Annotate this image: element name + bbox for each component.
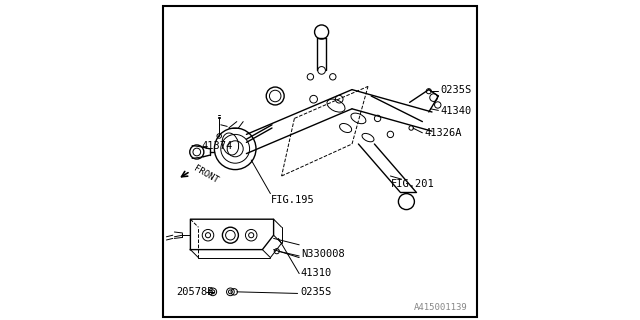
Text: FRONT: FRONT xyxy=(192,164,220,185)
Text: 41340: 41340 xyxy=(440,106,471,116)
Text: FIG.201: FIG.201 xyxy=(390,179,434,189)
Text: A415001139: A415001139 xyxy=(413,303,467,312)
Text: 20578B: 20578B xyxy=(176,287,214,297)
Text: 41374: 41374 xyxy=(202,140,233,151)
Text: 41310: 41310 xyxy=(301,268,332,278)
Text: 0235S: 0235S xyxy=(301,287,332,297)
Text: N330008: N330008 xyxy=(301,249,344,260)
Text: 0235S: 0235S xyxy=(440,84,471,95)
Text: 41326A: 41326A xyxy=(424,128,461,139)
Text: FIG.195: FIG.195 xyxy=(270,195,314,205)
